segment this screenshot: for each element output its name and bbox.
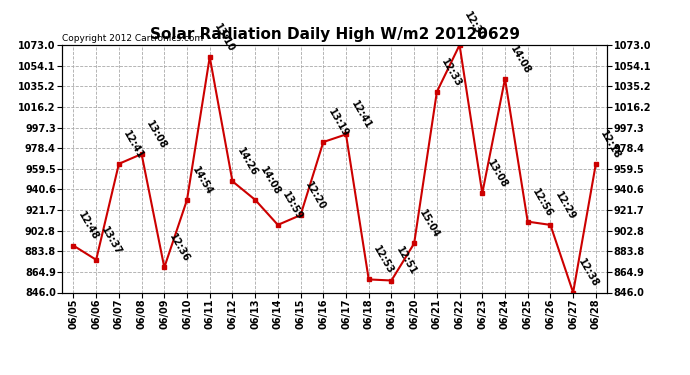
Text: 12:36: 12:36 [167,232,191,264]
Text: 13:37: 13:37 [99,225,123,256]
Text: 12:18: 12:18 [598,129,623,160]
Text: 13:08: 13:08 [144,119,168,151]
Text: 12:33: 12:33 [440,57,464,88]
Text: 12:53: 12:53 [371,244,395,276]
Text: 14:54: 14:54 [190,165,214,196]
Text: 15:04: 15:04 [417,209,441,240]
Text: 14:08: 14:08 [258,165,282,196]
Text: 12:56: 12:56 [531,186,555,218]
Text: 12:51: 12:51 [394,245,418,277]
Text: 13:10: 13:10 [213,22,237,54]
Text: 13:08: 13:08 [485,158,509,190]
Text: 13:19: 13:19 [326,107,351,139]
Text: 12:48: 12:48 [76,210,101,242]
Text: 12:41: 12:41 [121,129,146,160]
Title: Solar Radiation Daily High W/m2 20120629: Solar Radiation Daily High W/m2 20120629 [150,27,520,42]
Text: 12:20: 12:20 [304,180,328,212]
Text: 12:29: 12:29 [553,190,578,222]
Text: Copyright 2012 Cartronics.com: Copyright 2012 Cartronics.com [62,33,204,42]
Text: 12:38: 12:38 [576,257,600,289]
Text: 13:59: 13:59 [281,190,305,222]
Text: 12:30: 12:30 [462,10,486,42]
Text: 12:41: 12:41 [348,99,373,131]
Text: 14:26: 14:26 [235,146,259,178]
Text: 14:08: 14:08 [508,44,532,75]
